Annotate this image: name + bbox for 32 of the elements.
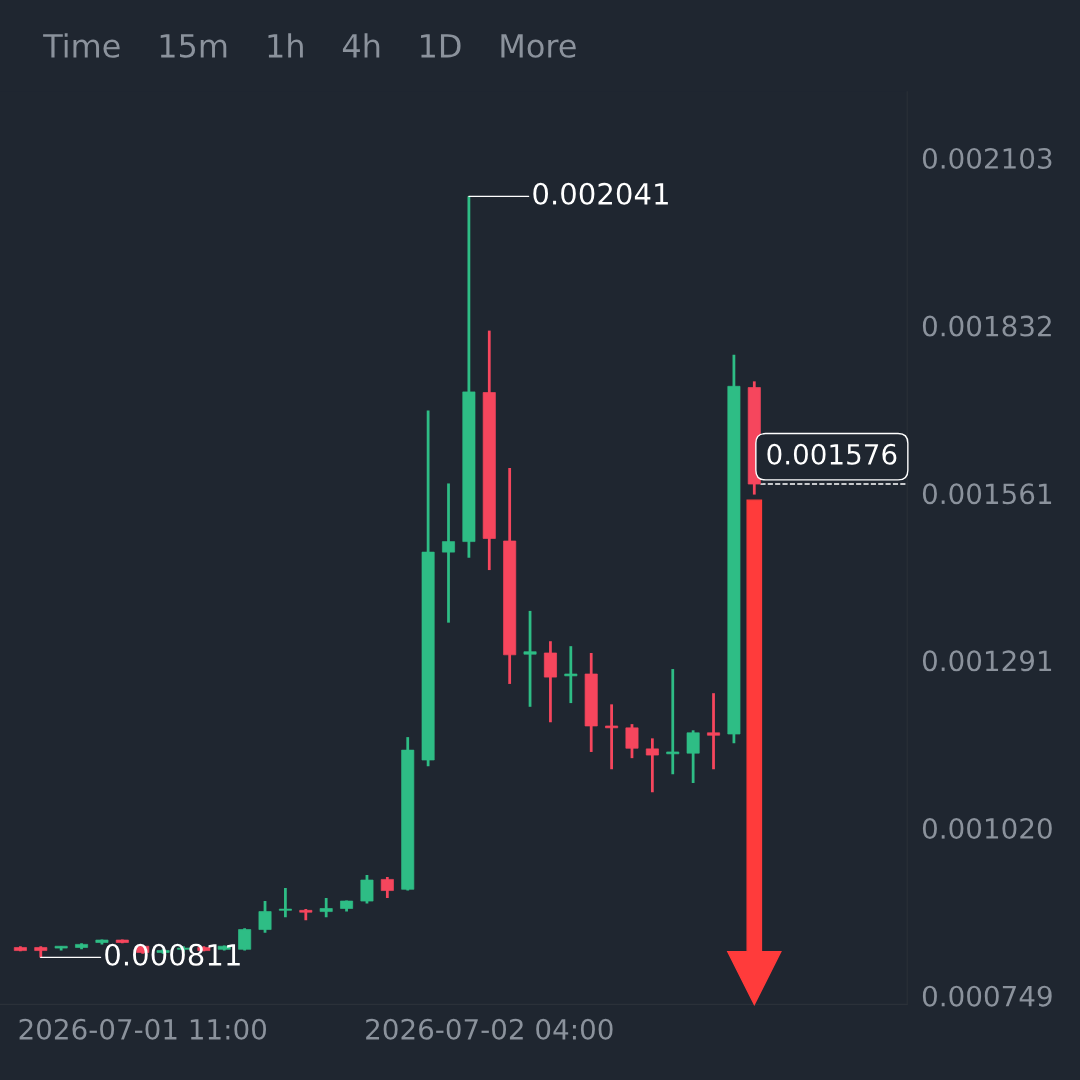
- candlestick: [625, 722, 639, 760]
- x-tick-label: 2026-07-02 04:00: [366, 1018, 613, 1040]
- candlestick: [442, 482, 455, 625]
- candlestick: [258, 899, 272, 935]
- candlestick: [645, 736, 659, 794]
- y-tick-label: 0.002103: [922, 147, 1052, 169]
- candlestick: [278, 886, 292, 919]
- text: Time: [43, 33, 120, 58]
- x-tick-label: 2026-07-01 11:00: [19, 1018, 267, 1040]
- y-tick-label: 0.001832: [922, 315, 1051, 337]
- y-tick-label: 0.001291: [922, 650, 1052, 672]
- candlestick: [564, 644, 578, 705]
- candlestick: [319, 896, 333, 919]
- text: 15m: [160, 34, 227, 58]
- candlestick: [707, 691, 720, 771]
- candlestick: [666, 667, 680, 776]
- candlestick: [686, 728, 700, 785]
- candlestick: [380, 875, 394, 900]
- candlestick: [523, 609, 537, 709]
- text: 1D: [421, 34, 461, 58]
- candlestick: [238, 926, 252, 952]
- text: 4h: [342, 33, 380, 58]
- candlestick: [605, 702, 619, 771]
- ref-line-label: 0.001576: [767, 443, 897, 465]
- text: 1h: [268, 33, 303, 58]
- y-tick-label: 0.001020: [922, 818, 1052, 840]
- text: More: [501, 34, 576, 58]
- annotation: 0.002041: [533, 182, 668, 205]
- y-tick-label: 0.001561: [922, 483, 1052, 505]
- annotation: 0.000811: [105, 943, 240, 966]
- candlestick: [360, 873, 374, 905]
- y-tick-label: 0.000749: [922, 985, 1052, 1007]
